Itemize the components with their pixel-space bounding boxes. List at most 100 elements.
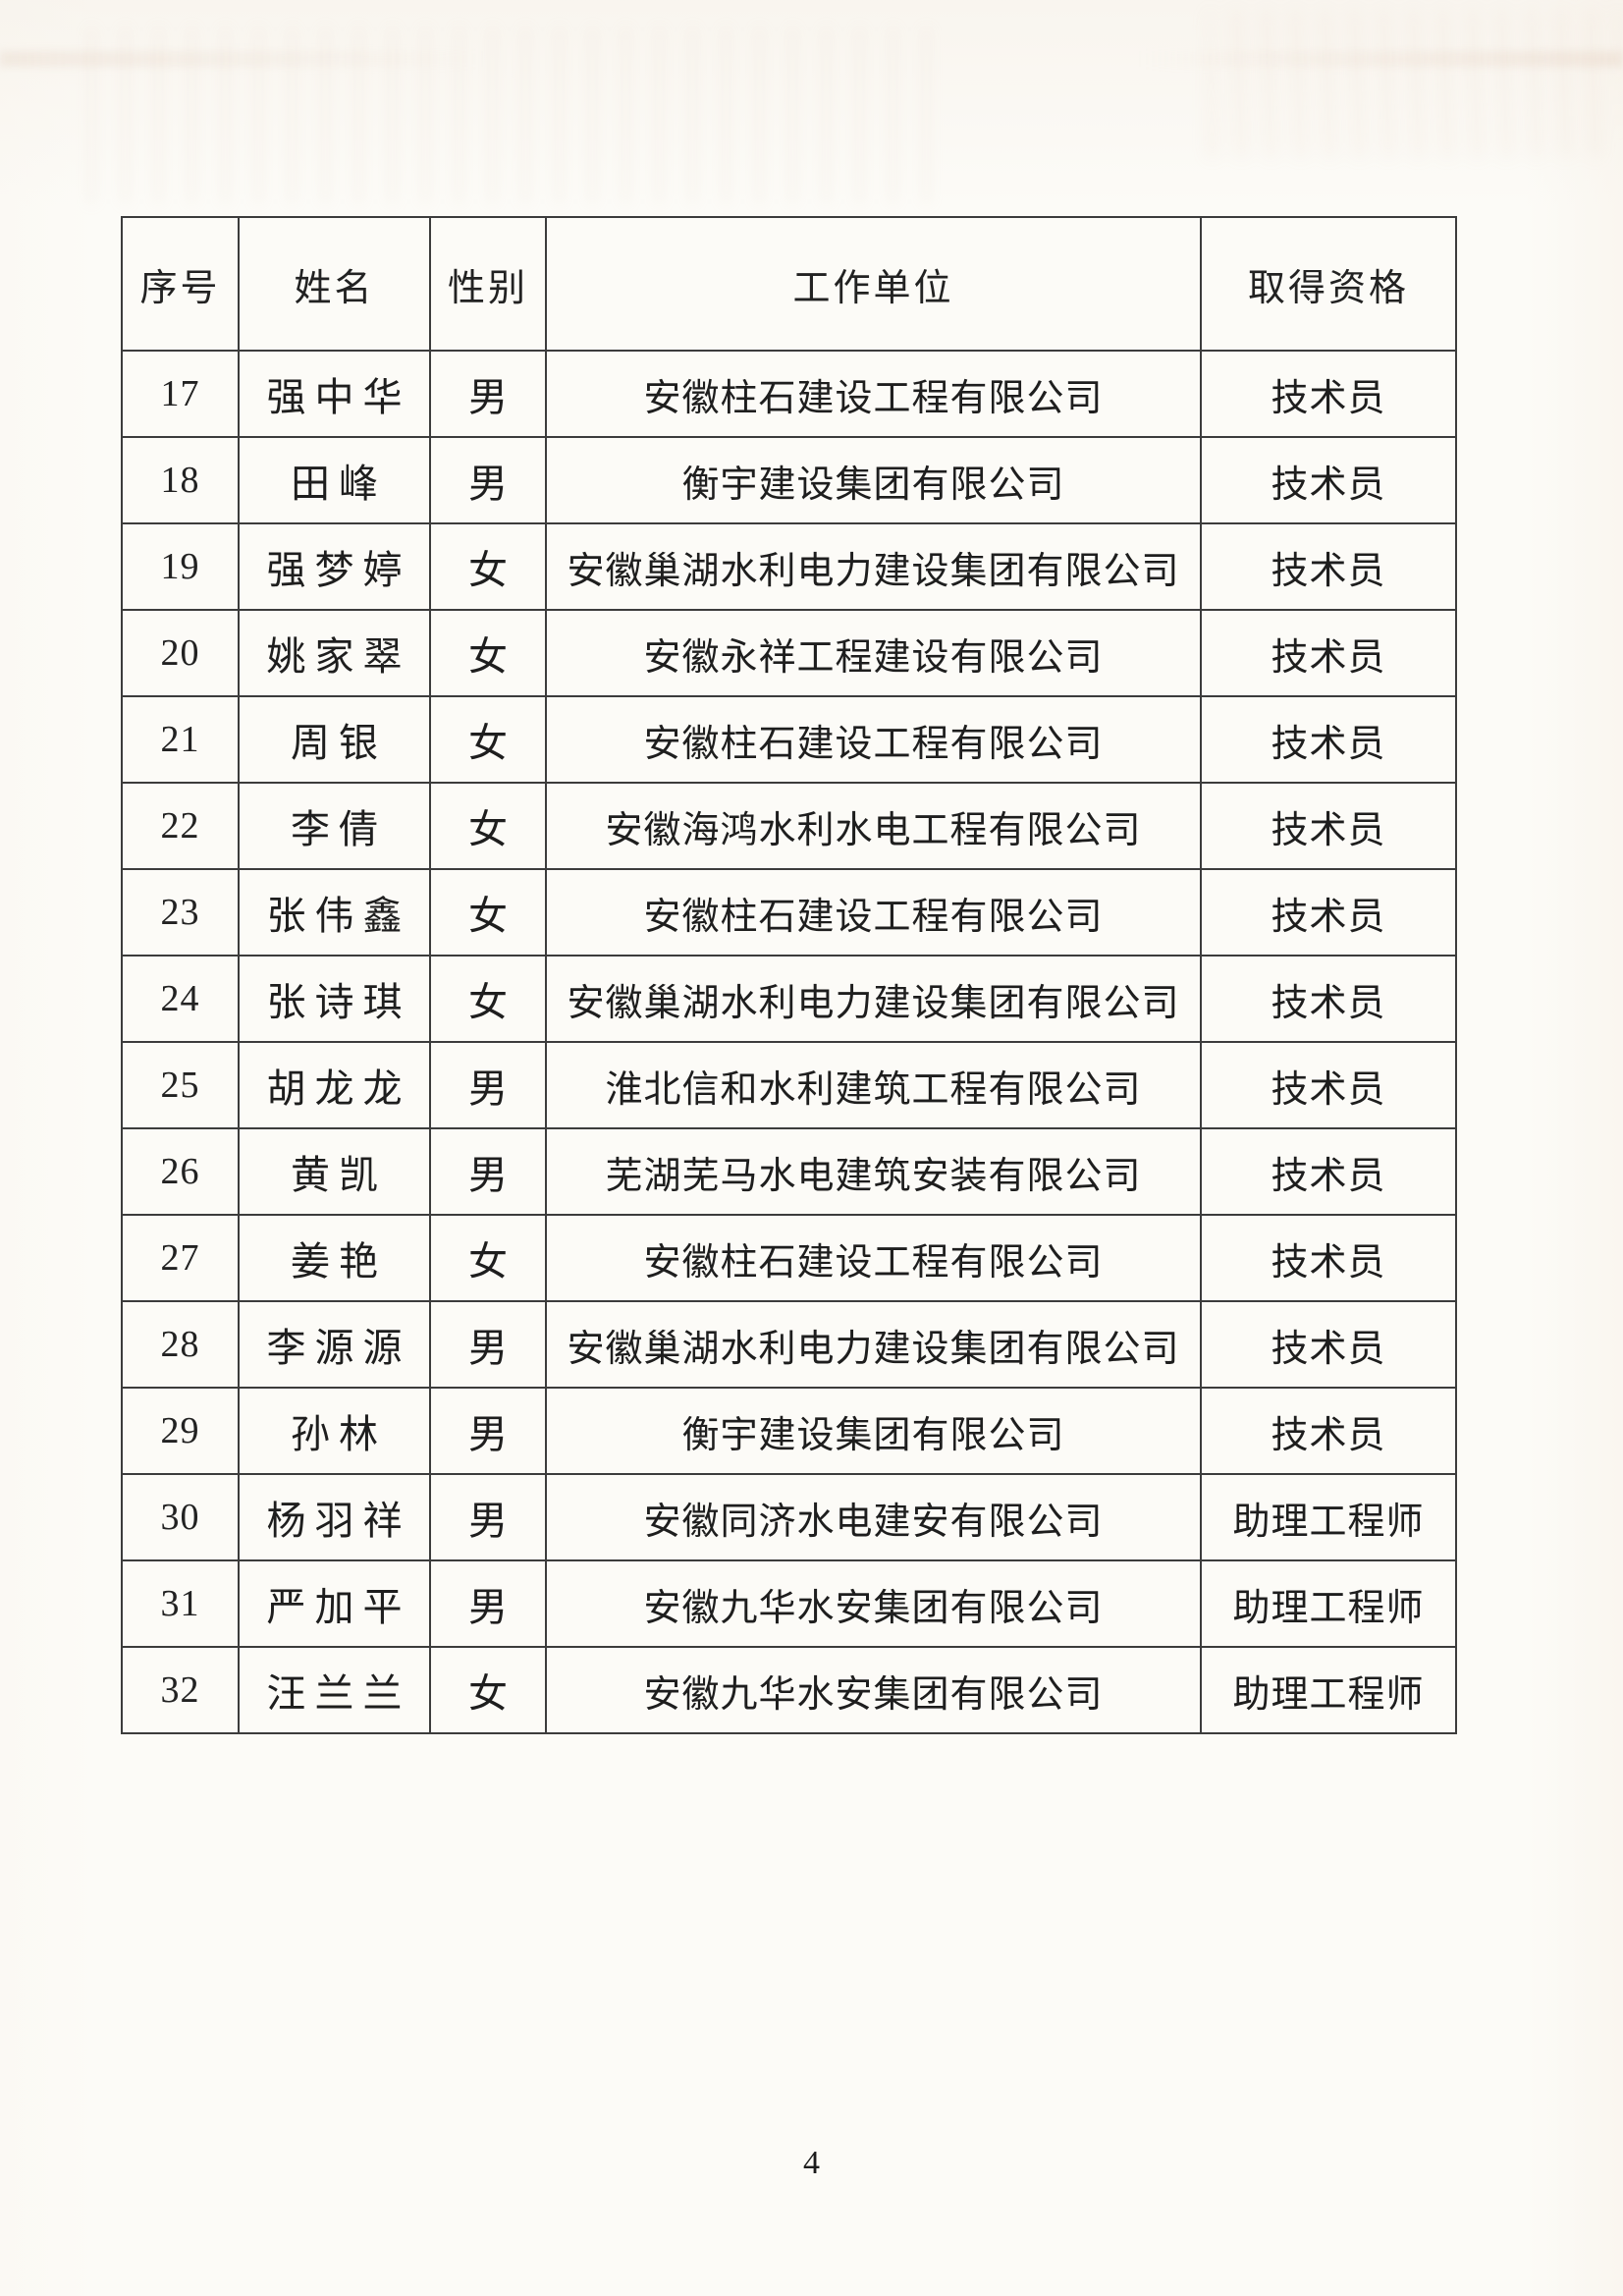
qualification-cell: 技术员 [1200, 955, 1457, 1043]
unit-cell: 淮北信和水利建筑工程有限公司 [545, 1041, 1202, 1129]
qualification-cell: 技术员 [1200, 522, 1457, 611]
table-row: 20 姚家翠 女 安徽永祥工程建设有限公司 技术员 [121, 609, 1457, 697]
column-header-qualification: 取得资格 [1200, 216, 1457, 352]
serial-cell: 27 [121, 1214, 240, 1302]
gender-cell: 女 [429, 868, 547, 957]
serial-cell: 31 [121, 1559, 240, 1648]
table-row: 27 姜艳 女 安徽柱石建设工程有限公司 技术员 [121, 1214, 1457, 1302]
name-cell: 周银 [238, 695, 431, 784]
qualification-cell: 技术员 [1200, 609, 1457, 697]
unit-cell: 安徽柱石建设工程有限公司 [545, 350, 1202, 438]
unit-cell: 安徽巢湖水利电力建设集团有限公司 [545, 1300, 1202, 1389]
qualification-cell: 技术员 [1200, 782, 1457, 870]
table-row: 32 汪兰兰 女 安徽九华水安集团有限公司 助理工程师 [121, 1646, 1457, 1734]
unit-cell: 安徽同济水电建安有限公司 [545, 1473, 1202, 1561]
table-row: 25 胡龙龙 男 淮北信和水利建筑工程有限公司 技术员 [121, 1041, 1457, 1129]
gender-cell: 女 [429, 522, 547, 611]
table-row: 26 黄凯 男 芜湖芜马水电建筑安装有限公司 技术员 [121, 1127, 1457, 1216]
name-cell: 严加平 [238, 1559, 431, 1648]
qualification-cell: 技术员 [1200, 1300, 1457, 1389]
gender-cell: 女 [429, 1214, 547, 1302]
serial-cell: 17 [121, 350, 240, 438]
gender-cell: 男 [429, 350, 547, 438]
unit-cell: 芜湖芜马水电建筑安装有限公司 [545, 1127, 1202, 1216]
serial-cell: 21 [121, 695, 240, 784]
table-row: 21 周银 女 安徽柱石建设工程有限公司 技术员 [121, 695, 1457, 784]
gender-cell: 女 [429, 782, 547, 870]
name-cell: 胡龙龙 [238, 1041, 431, 1129]
name-cell: 姚家翠 [238, 609, 431, 697]
gender-cell: 女 [429, 609, 547, 697]
name-cell: 强中华 [238, 350, 431, 438]
serial-cell: 23 [121, 868, 240, 957]
qualification-cell: 技术员 [1200, 436, 1457, 524]
unit-cell: 安徽海鸿水利水电工程有限公司 [545, 782, 1202, 870]
table-row: 23 张伟鑫 女 安徽柱石建设工程有限公司 技术员 [121, 868, 1457, 957]
serial-cell: 26 [121, 1127, 240, 1216]
gender-cell: 男 [429, 1041, 547, 1129]
unit-cell: 安徽柱石建设工程有限公司 [545, 868, 1202, 957]
table-row: 30 杨羽祥 男 安徽同济水电建安有限公司 助理工程师 [121, 1473, 1457, 1561]
serial-cell: 29 [121, 1387, 240, 1475]
unit-cell: 安徽柱石建设工程有限公司 [545, 1214, 1202, 1302]
table-row: 18 田峰 男 衡宇建设集团有限公司 技术员 [121, 436, 1457, 524]
table-row: 28 李源源 男 安徽巢湖水利电力建设集团有限公司 技术员 [121, 1300, 1457, 1389]
table-row: 22 李倩 女 安徽海鸿水利水电工程有限公司 技术员 [121, 782, 1457, 870]
qualification-cell: 助理工程师 [1200, 1473, 1457, 1561]
gender-cell: 女 [429, 695, 547, 784]
serial-cell: 28 [121, 1300, 240, 1389]
name-cell: 强梦婷 [238, 522, 431, 611]
name-cell: 汪兰兰 [238, 1646, 431, 1734]
qualification-cell: 技术员 [1200, 1041, 1457, 1129]
table-row: 19 强梦婷 女 安徽巢湖水利电力建设集团有限公司 技术员 [121, 522, 1457, 611]
gender-cell: 男 [429, 1387, 547, 1475]
name-cell: 姜艳 [238, 1214, 431, 1302]
gender-cell: 男 [429, 1559, 547, 1648]
name-cell: 孙林 [238, 1387, 431, 1475]
page-number: 4 [803, 2145, 820, 2181]
serial-cell: 32 [121, 1646, 240, 1734]
name-cell: 田峰 [238, 436, 431, 524]
gender-cell: 男 [429, 436, 547, 524]
column-header-gender: 性别 [429, 216, 547, 352]
name-cell: 李源源 [238, 1300, 431, 1389]
qualification-cell: 技术员 [1200, 1127, 1457, 1216]
unit-cell: 安徽柱石建设工程有限公司 [545, 695, 1202, 784]
qualification-cell: 助理工程师 [1200, 1646, 1457, 1734]
qualification-cell: 助理工程师 [1200, 1559, 1457, 1648]
gender-cell: 女 [429, 955, 547, 1043]
unit-cell: 安徽九华水安集团有限公司 [545, 1646, 1202, 1734]
qualification-cell: 技术员 [1200, 350, 1457, 438]
serial-cell: 18 [121, 436, 240, 524]
name-cell: 张诗琪 [238, 955, 431, 1043]
table-row: 17 强中华 男 安徽柱石建设工程有限公司 技术员 [121, 350, 1457, 438]
serial-cell: 25 [121, 1041, 240, 1129]
name-cell: 杨羽祥 [238, 1473, 431, 1561]
column-header-unit: 工作单位 [545, 216, 1202, 352]
gender-cell: 男 [429, 1300, 547, 1389]
column-header-serial: 序号 [121, 216, 240, 352]
serial-cell: 22 [121, 782, 240, 870]
unit-cell: 安徽永祥工程建设有限公司 [545, 609, 1202, 697]
name-cell: 张伟鑫 [238, 868, 431, 957]
name-cell: 李倩 [238, 782, 431, 870]
qualification-cell: 技术员 [1200, 1214, 1457, 1302]
column-header-name: 姓名 [238, 216, 431, 352]
gender-cell: 男 [429, 1127, 547, 1216]
qualification-cell: 技术员 [1200, 1387, 1457, 1475]
table-row: 31 严加平 男 安徽九华水安集团有限公司 助理工程师 [121, 1559, 1457, 1648]
serial-cell: 24 [121, 955, 240, 1043]
serial-cell: 30 [121, 1473, 240, 1561]
unit-cell: 安徽巢湖水利电力建设集团有限公司 [545, 522, 1202, 611]
unit-cell: 安徽巢湖水利电力建设集团有限公司 [545, 955, 1202, 1043]
gender-cell: 女 [429, 1646, 547, 1734]
qualification-roster-table: 序号 姓名 性别 工作单位 取得资格 17 强中华 男 安徽柱石建设工程有限公司… [121, 216, 1457, 1734]
unit-cell: 衡宇建设集团有限公司 [545, 436, 1202, 524]
serial-cell: 20 [121, 609, 240, 697]
qualification-cell: 技术员 [1200, 695, 1457, 784]
table-row: 29 孙林 男 衡宇建设集团有限公司 技术员 [121, 1387, 1457, 1475]
name-cell: 黄凯 [238, 1127, 431, 1216]
serial-cell: 19 [121, 522, 240, 611]
table-row: 24 张诗琪 女 安徽巢湖水利电力建设集团有限公司 技术员 [121, 955, 1457, 1043]
